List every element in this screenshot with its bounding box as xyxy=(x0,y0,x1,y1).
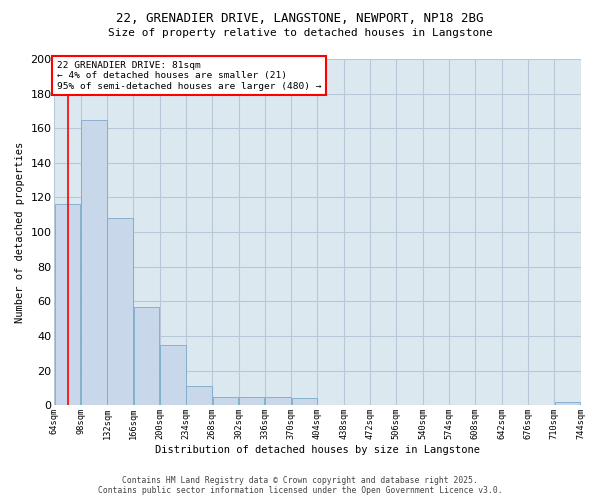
Text: Size of property relative to detached houses in Langstone: Size of property relative to detached ho… xyxy=(107,28,493,38)
Text: 22, GRENADIER DRIVE, LANGSTONE, NEWPORT, NP18 2BG: 22, GRENADIER DRIVE, LANGSTONE, NEWPORT,… xyxy=(116,12,484,26)
Bar xyxy=(265,396,291,405)
X-axis label: Distribution of detached houses by size in Langstone: Distribution of detached houses by size … xyxy=(155,445,480,455)
Bar xyxy=(187,386,212,405)
Bar xyxy=(554,402,580,405)
Bar xyxy=(212,396,238,405)
Text: Contains HM Land Registry data © Crown copyright and database right 2025.
Contai: Contains HM Land Registry data © Crown c… xyxy=(98,476,502,495)
Bar xyxy=(81,120,107,405)
Text: 22 GRENADIER DRIVE: 81sqm
← 4% of detached houses are smaller (21)
95% of semi-d: 22 GRENADIER DRIVE: 81sqm ← 4% of detach… xyxy=(57,60,322,90)
Bar xyxy=(160,344,185,405)
Bar xyxy=(55,204,80,405)
Bar xyxy=(239,396,265,405)
Bar xyxy=(134,306,159,405)
Y-axis label: Number of detached properties: Number of detached properties xyxy=(15,142,25,322)
Bar xyxy=(107,218,133,405)
Bar xyxy=(292,398,317,405)
